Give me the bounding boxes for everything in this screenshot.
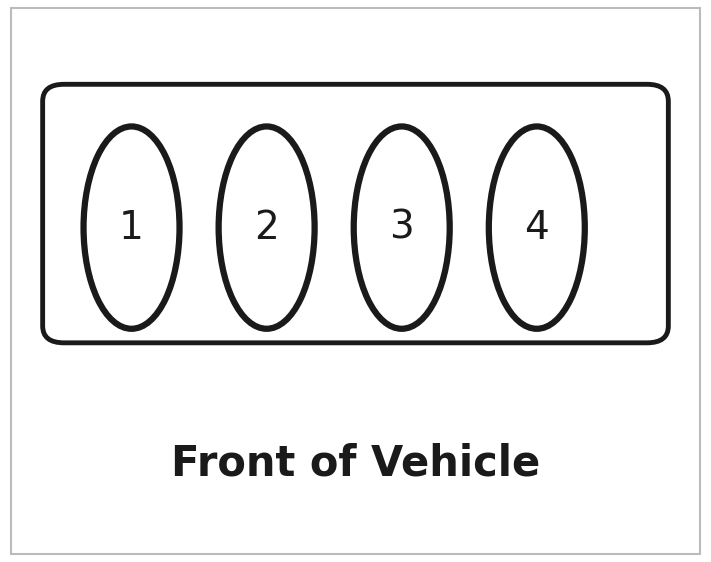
Text: 3: 3: [390, 209, 414, 247]
Ellipse shape: [353, 126, 449, 329]
Text: 2: 2: [255, 209, 279, 247]
Text: Front of Vehicle: Front of Vehicle: [171, 443, 540, 484]
Ellipse shape: [488, 126, 584, 329]
Text: 1: 1: [119, 209, 144, 247]
Text: 4: 4: [525, 209, 549, 247]
FancyBboxPatch shape: [43, 84, 668, 343]
Ellipse shape: [84, 126, 180, 329]
Ellipse shape: [218, 126, 314, 329]
